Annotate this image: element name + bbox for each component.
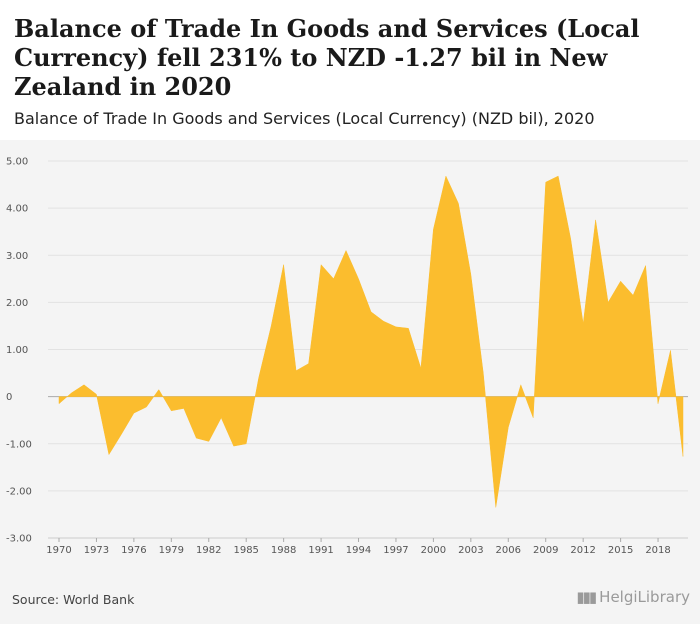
data-point	[319, 263, 323, 267]
area-chart: -3.00 -2.00 -1.00 0 1.00 2.00 3.00 4.00 5.00 1970…	[6, 157, 688, 556]
y-tick-label: -3.00	[6, 534, 32, 545]
data-point	[369, 310, 373, 314]
data-point	[419, 366, 423, 370]
data-point	[169, 409, 173, 413]
data-point	[307, 362, 311, 366]
x-tick-label: 2003	[458, 545, 483, 556]
area-series-fill	[58, 175, 684, 508]
area-series	[57, 174, 685, 509]
logo-text: HelgiLibrary	[599, 588, 690, 606]
data-point	[481, 371, 485, 375]
data-point	[282, 263, 286, 267]
y-tick-label: 0	[6, 392, 12, 403]
data-point	[606, 300, 610, 304]
data-point	[394, 325, 398, 329]
data-point	[644, 264, 648, 268]
chart-title: Balance of Trade In Goods and Services (…	[14, 14, 640, 101]
data-point	[219, 416, 223, 420]
data-point	[544, 180, 548, 184]
data-point	[556, 174, 560, 178]
y-tick-label: 5.00	[6, 157, 28, 168]
data-point	[332, 277, 336, 281]
x-tick-label: 2000	[421, 545, 446, 556]
y-tick-label: -2.00	[6, 486, 32, 497]
x-tick-label: 1994	[346, 545, 371, 556]
data-point	[70, 391, 74, 395]
data-point	[344, 249, 348, 253]
data-point	[519, 383, 523, 387]
data-point	[269, 324, 273, 328]
data-point	[207, 439, 211, 443]
data-point	[57, 402, 61, 406]
x-tick-label: 2006	[496, 545, 521, 556]
y-tick-label: -1.00	[6, 439, 32, 450]
data-point	[157, 388, 161, 392]
x-tick-label: 1997	[383, 545, 408, 556]
data-point	[107, 453, 111, 457]
x-tick-label: 2009	[533, 545, 558, 556]
data-point	[506, 425, 510, 429]
data-point	[531, 416, 535, 420]
x-tick-label: 2018	[645, 545, 670, 556]
data-point	[357, 277, 361, 281]
data-point	[144, 405, 148, 409]
data-point	[669, 348, 673, 352]
y-tick-label: 4.00	[6, 204, 28, 215]
y-tick-label: 1.00	[6, 345, 28, 356]
y-tick-label: 2.00	[6, 298, 28, 309]
y-tick-label: 3.00	[6, 251, 28, 262]
data-point	[569, 237, 573, 241]
x-tick-label: 1973	[84, 545, 109, 556]
data-point	[194, 436, 198, 440]
data-point	[94, 392, 98, 396]
x-tick-label: 1988	[271, 545, 296, 556]
data-point	[232, 444, 236, 448]
x-tick-label: 1991	[308, 545, 333, 556]
data-point	[469, 272, 473, 276]
x-tick-label: 2012	[570, 545, 595, 556]
source-note: Source: World Bank	[12, 592, 135, 607]
data-point	[619, 279, 623, 283]
data-point	[656, 402, 660, 406]
data-point	[581, 322, 585, 326]
x-tick-label: 1985	[233, 545, 258, 556]
data-point	[257, 376, 261, 380]
data-point	[82, 383, 86, 387]
data-point	[406, 326, 410, 330]
data-point	[132, 411, 136, 415]
chart-header: Balance of Trade In Goods and Services (…	[0, 0, 700, 140]
data-point	[294, 369, 298, 373]
axes: -3.00 -2.00 -1.00 0 1.00 2.00 3.00 4.00 5.00 1970…	[6, 157, 688, 556]
chart-subtitle: Balance of Trade In Goods and Services (…	[14, 109, 595, 128]
data-point	[244, 442, 248, 446]
x-tick-label: 1976	[121, 545, 146, 556]
x-tick-label: 1982	[196, 545, 221, 556]
data-point	[444, 174, 448, 178]
data-point	[631, 293, 635, 297]
data-point	[431, 227, 435, 231]
data-point	[119, 432, 123, 436]
x-tick-label: 2015	[608, 545, 633, 556]
data-point	[182, 406, 186, 410]
x-tick-label: 1970	[46, 545, 71, 556]
data-point	[382, 319, 386, 323]
data-point	[456, 201, 460, 205]
data-point	[494, 505, 498, 509]
library-building-icon: ▮▮▮	[576, 588, 597, 606]
data-point	[681, 455, 685, 459]
x-tick-label: 1979	[159, 545, 184, 556]
helgi-library-logo[interactable]: ▮▮▮ HelgiLibrary	[576, 588, 690, 606]
data-point	[594, 218, 598, 222]
